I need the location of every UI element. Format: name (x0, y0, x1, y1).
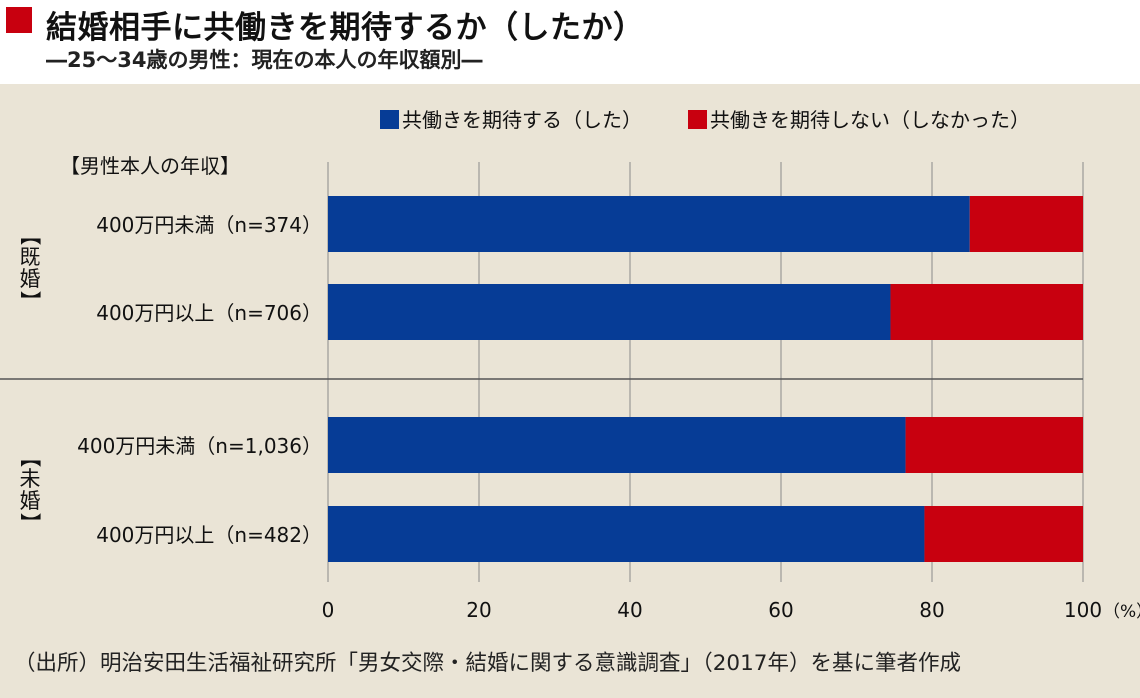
group-label-1-char-1: 【 (18, 225, 42, 246)
legend-label-not-expect: 共働きを期待しない（しなかった） (710, 108, 1030, 132)
bar-row3-series2 (905, 417, 1083, 473)
group-label-1-char-4: 】 (18, 291, 42, 312)
bar-row4-series1 (328, 506, 925, 562)
title-accent-square (6, 7, 32, 33)
group-label-2-char-3: 婚 (20, 489, 41, 513)
x-tick-20: 20 (466, 598, 491, 622)
chart-subtitle: ―25～34歳の男性：現在の本人の年収額別― (46, 48, 483, 72)
row-label-4: 400万円以上（n=482） (96, 523, 322, 547)
legend-label-expect: 共働きを期待する（した） (402, 108, 642, 132)
group-label-2-char-2: 未 (20, 467, 41, 491)
bar-row2-series2 (890, 284, 1083, 340)
bar-row4-series2 (924, 506, 1083, 562)
row-label-1: 400万円未満（n=374） (96, 213, 322, 237)
row-labels: 400万円未満（n=374） 400万円以上（n=706） 400万円未満（n=1,… (77, 213, 322, 547)
bar-row1-series1 (328, 196, 970, 252)
x-tick-60: 60 (768, 598, 793, 622)
bar-row2-series1 (328, 284, 891, 340)
x-tick-0: 0 (322, 598, 335, 622)
chart-panel (0, 84, 1140, 698)
group-label-2-char-1: 【 (18, 447, 42, 468)
legend-swatch-not-expect (688, 110, 707, 129)
x-tick-100: 100 (1064, 598, 1102, 622)
group-labels: 【既婚】【未婚】 (18, 225, 42, 534)
bar-area (328, 196, 1083, 562)
legend-swatch-expect (380, 110, 399, 129)
x-axis-unit: （%） (1103, 602, 1140, 622)
group-label-2-char-4: 】 (18, 513, 42, 534)
bar-row1-series2 (969, 196, 1083, 252)
bar-row3-series1 (328, 417, 906, 473)
x-tick-40: 40 (617, 598, 642, 622)
x-tick-labels: 0 20 40 60 80 100 (322, 598, 1102, 622)
group-label-1-char-2: 既 (20, 245, 41, 269)
x-tick-80: 80 (919, 598, 944, 622)
group-label-1-char-3: 婚 (20, 267, 41, 291)
row-label-3: 400万円未満（n=1,036） (77, 434, 322, 458)
source-note: （出所）明治安田生活福祉研究所「男女交際・結婚に関する意識調査」（2017年）を… (14, 651, 961, 676)
legend: 共働きを期待する（した） 共働きを期待しない（しなかった） (380, 108, 1030, 132)
row-axis-label: 【男性本人の年収】 (60, 154, 240, 178)
chart-title: 結婚相手に共働きを期待するか（したか） (46, 10, 645, 46)
chart-header: 結婚相手に共働きを期待するか（したか） ―25～34歳の男性：現在の本人の年収額… (0, 0, 1140, 84)
row-label-2: 400万円以上（n=706） (96, 301, 322, 325)
